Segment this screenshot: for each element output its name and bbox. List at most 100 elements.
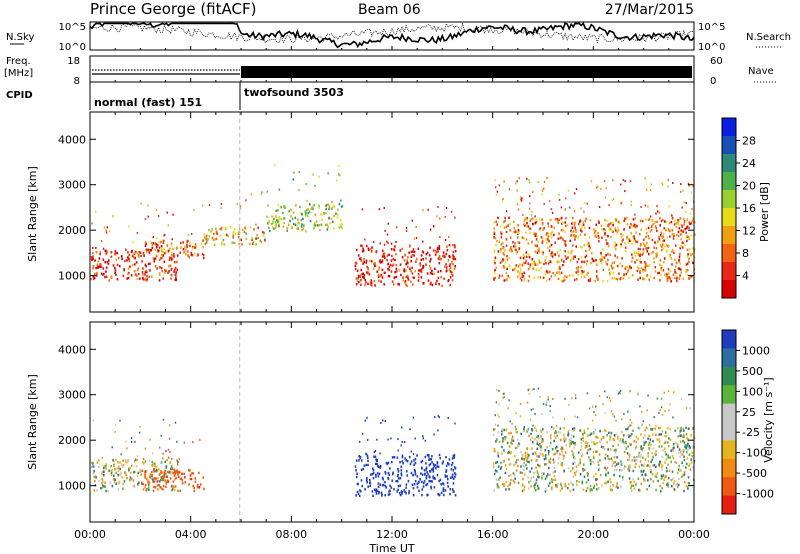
scatter-cell	[412, 453, 415, 456]
colorbar-tick-label: -100	[742, 447, 767, 460]
scatter-cell	[408, 251, 410, 254]
scatter-cell	[442, 460, 444, 463]
scatter-cell	[625, 428, 627, 431]
scatter-cell	[503, 392, 505, 395]
scatter-cell	[642, 436, 645, 440]
scatter-cell	[569, 259, 572, 262]
scatter-cell	[646, 247, 648, 250]
scatter-cell	[495, 186, 497, 189]
scatter-cell	[536, 251, 539, 254]
scatter-cell	[673, 460, 676, 464]
scatter-cell	[648, 278, 650, 281]
scatter-cell	[178, 475, 180, 478]
scatter-cell	[675, 265, 677, 268]
scatter-cell	[146, 278, 148, 281]
scatter-cell	[550, 437, 552, 440]
scatter-cell	[634, 225, 637, 229]
scatter-cell	[577, 236, 579, 239]
scatter-cell	[194, 480, 197, 483]
scatter-cell	[144, 483, 147, 487]
scatter-cell	[614, 227, 617, 230]
scatter-cell	[274, 226, 277, 230]
scatter-cell	[548, 278, 551, 281]
scatter-cell	[598, 221, 600, 224]
scatter-cell	[540, 440, 543, 444]
scatter-cell	[205, 236, 208, 239]
scatter-cell	[580, 448, 582, 452]
scatter-cell	[454, 467, 457, 470]
scatter-cell	[508, 488, 510, 491]
scatter-cell	[233, 228, 236, 231]
scatter-cell	[571, 222, 573, 225]
scatter-cell	[577, 273, 579, 276]
scatter-cell	[297, 227, 299, 231]
scatter-cell	[502, 440, 504, 443]
scatter-cell	[293, 171, 295, 174]
scatter-cell	[658, 460, 661, 464]
scatter-cell	[99, 251, 102, 254]
scatter-cell	[558, 271, 560, 274]
scatter-cell	[605, 474, 607, 477]
scatter-cell	[194, 243, 197, 246]
scatter-cell	[174, 273, 177, 276]
scatter-cell	[129, 265, 131, 268]
scatter-cell	[377, 485, 380, 489]
scatter-cell	[575, 234, 577, 238]
scatter-cell	[626, 265, 629, 269]
scatter-cell	[547, 222, 549, 225]
scatter-cell	[501, 452, 503, 455]
scatter-cell	[252, 240, 255, 243]
scatter-cell	[547, 398, 549, 401]
scatter-cell	[119, 473, 121, 476]
scatter-cell	[626, 271, 629, 274]
scatter-cell	[508, 432, 510, 435]
scatter-cell	[106, 260, 109, 264]
scatter-cell	[513, 226, 515, 230]
scatter-cell	[661, 486, 663, 490]
scatter-cell	[92, 267, 94, 270]
scatter-cell	[605, 242, 608, 245]
scatter-cell	[194, 246, 197, 249]
scatter-cell	[451, 271, 453, 274]
scatter-cell	[583, 468, 586, 472]
scatter-cell	[92, 257, 94, 261]
scatter-cell	[672, 449, 675, 452]
scatter-cell	[101, 273, 104, 276]
scatter-cell	[679, 252, 681, 256]
scatter-cell	[404, 270, 407, 273]
scatter-cell	[679, 274, 681, 277]
scatter-cell	[516, 189, 518, 192]
scatter-cell	[383, 252, 386, 255]
scatter-cell	[517, 458, 519, 462]
scatter-cell	[557, 457, 560, 460]
scatter-cell	[659, 484, 661, 488]
scatter-cell	[597, 219, 600, 223]
scatter-cell	[572, 255, 575, 258]
scatter-cell	[514, 266, 517, 269]
scatter-cell	[452, 254, 454, 257]
scatter-cell	[564, 230, 566, 234]
scatter-cell	[574, 222, 576, 225]
scatter-cell	[440, 491, 443, 494]
scatter-cell	[128, 260, 131, 263]
scatter-cell	[656, 397, 659, 400]
scatter-cell	[551, 255, 554, 258]
scatter-cell	[154, 242, 157, 245]
scatter-cell	[556, 218, 559, 221]
scatter-cell	[684, 227, 686, 231]
scatter-cell	[547, 459, 550, 462]
scatter-cell	[523, 426, 526, 429]
scatter-cell	[137, 483, 139, 486]
scatter-cell	[326, 228, 329, 231]
scatter-cell	[573, 221, 575, 224]
scatter-cell	[659, 263, 661, 266]
scatter-cell	[592, 475, 595, 478]
scatter-cell	[395, 270, 398, 273]
scatter-cell	[580, 438, 583, 441]
scatter-cell	[583, 431, 586, 435]
scatter-cell	[537, 249, 540, 252]
scatter-cell	[619, 462, 622, 466]
scatter-cell	[650, 228, 653, 232]
scatter-cell	[407, 256, 409, 259]
scatter-cell	[101, 486, 104, 489]
